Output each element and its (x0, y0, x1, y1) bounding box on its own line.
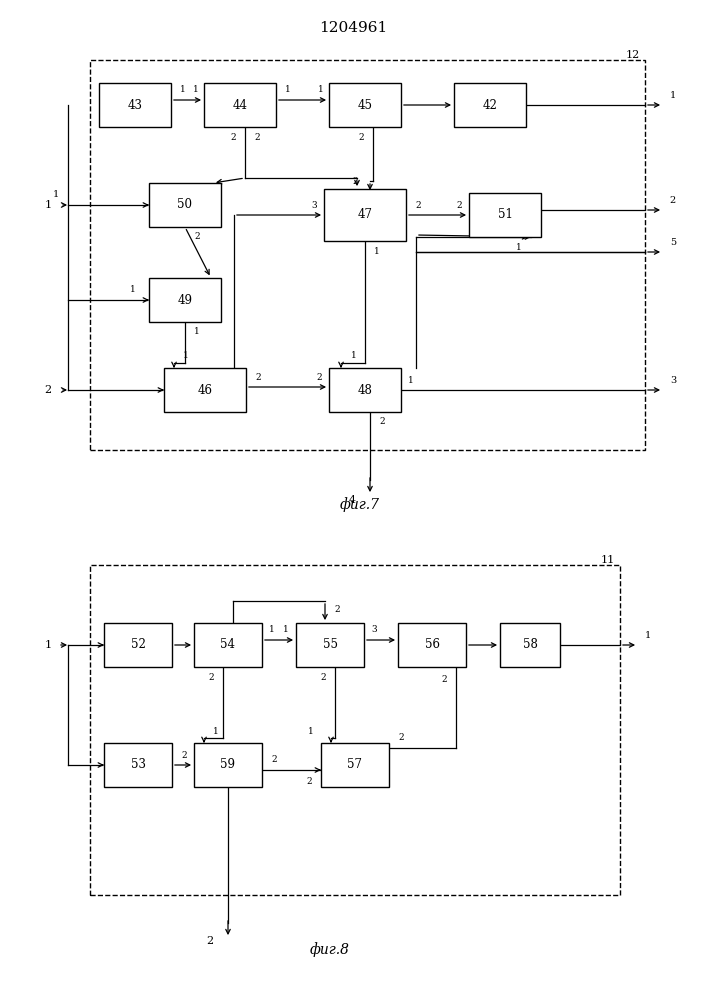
Text: 2: 2 (398, 733, 404, 742)
Text: фиг.8: фиг.8 (310, 943, 350, 957)
Text: 1: 1 (45, 640, 52, 650)
Text: 1: 1 (213, 726, 219, 735)
Text: 1: 1 (194, 327, 200, 336)
Text: 2: 2 (379, 418, 385, 426)
Text: 1: 1 (351, 352, 357, 360)
Text: 4: 4 (349, 495, 356, 505)
Text: 43: 43 (127, 99, 143, 112)
Bar (90, 60, 645, 450)
Text: 1: 1 (45, 200, 52, 210)
Text: 45: 45 (358, 99, 373, 112)
Text: 1: 1 (283, 626, 289, 635)
Bar (194, 623, 262, 667)
Text: 46: 46 (197, 383, 213, 396)
Text: 1: 1 (53, 190, 59, 199)
Bar (104, 743, 172, 787)
Text: 2: 2 (45, 385, 52, 395)
Text: 2: 2 (194, 232, 200, 241)
Bar (99, 83, 171, 127)
Bar (321, 743, 389, 787)
Text: 57: 57 (348, 758, 363, 772)
Bar (149, 183, 221, 227)
Bar (500, 623, 560, 667)
Text: 51: 51 (498, 209, 513, 222)
Bar (296, 623, 364, 667)
Text: 3: 3 (311, 201, 317, 210)
Text: 5: 5 (670, 238, 676, 247)
Text: 1: 1 (193, 86, 199, 95)
Text: 1: 1 (318, 86, 324, 95)
Text: 48: 48 (358, 383, 373, 396)
Text: 2: 2 (271, 756, 277, 764)
Text: 2: 2 (334, 604, 340, 613)
Text: 1: 1 (645, 631, 651, 640)
Text: 2: 2 (230, 133, 236, 142)
Text: 2: 2 (415, 201, 421, 210)
Bar (149, 278, 221, 322)
Bar (194, 743, 262, 787)
Text: 2: 2 (320, 673, 326, 682)
Text: 59: 59 (221, 758, 235, 772)
Text: 1: 1 (130, 286, 136, 294)
Text: 1: 1 (285, 86, 291, 95)
Text: 58: 58 (522, 639, 537, 652)
Text: 11: 11 (601, 555, 615, 565)
Text: 54: 54 (221, 639, 235, 652)
Text: 56: 56 (424, 639, 440, 652)
Text: 1: 1 (516, 242, 522, 251)
Text: 1: 1 (408, 376, 414, 385)
Bar (104, 623, 172, 667)
Text: 2: 2 (441, 675, 447, 684)
Text: 52: 52 (131, 639, 146, 652)
Text: 1: 1 (308, 726, 314, 735)
Text: 2: 2 (181, 750, 187, 760)
Bar (90, 565, 620, 895)
Text: 47: 47 (358, 209, 373, 222)
Text: 49: 49 (177, 294, 192, 306)
Text: фиг.7: фиг.7 (340, 498, 380, 512)
Text: 2: 2 (208, 673, 214, 682)
Text: 2: 2 (316, 372, 322, 381)
Text: 1: 1 (180, 86, 186, 95)
Bar (454, 83, 526, 127)
Text: 1: 1 (670, 91, 676, 100)
Text: 2: 2 (358, 133, 364, 142)
Bar (329, 83, 401, 127)
Text: 2: 2 (670, 196, 676, 205)
Text: 2: 2 (306, 778, 312, 786)
Text: 53: 53 (131, 758, 146, 772)
Text: 12: 12 (626, 50, 640, 60)
Bar (324, 189, 406, 241)
Bar (204, 83, 276, 127)
Text: 1204961: 1204961 (320, 21, 387, 35)
Text: 50: 50 (177, 198, 192, 212)
Text: 44: 44 (233, 99, 247, 112)
Text: 42: 42 (483, 99, 498, 112)
Text: 1: 1 (183, 352, 189, 360)
Text: 3: 3 (371, 626, 377, 635)
Text: 2: 2 (456, 201, 462, 210)
Bar (469, 193, 541, 237)
Bar (329, 368, 401, 412)
Text: 2: 2 (255, 372, 261, 381)
Bar (164, 368, 246, 412)
Text: 2: 2 (352, 176, 358, 186)
Text: 2: 2 (206, 936, 214, 946)
Text: 1: 1 (269, 626, 275, 635)
Bar (398, 623, 466, 667)
Text: 1: 1 (374, 246, 380, 255)
Text: 3: 3 (670, 376, 676, 385)
Text: 55: 55 (322, 639, 337, 652)
Text: 2: 2 (255, 133, 259, 142)
